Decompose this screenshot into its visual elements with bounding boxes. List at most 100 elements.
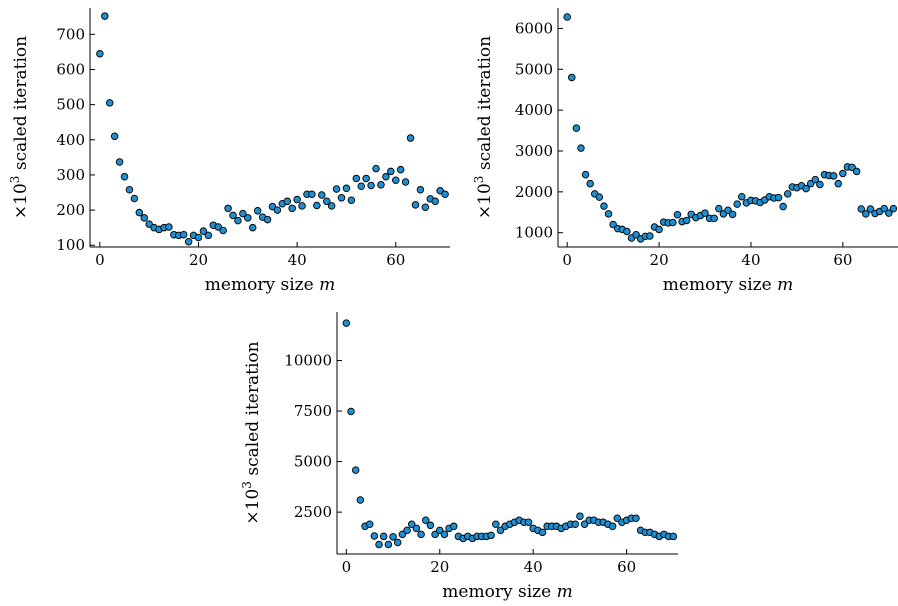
x-axis-label: memory size m (205, 275, 335, 295)
data-point (367, 181, 375, 190)
data-point (710, 214, 718, 223)
data-point (600, 202, 608, 210)
data-point (401, 178, 410, 186)
data-point (774, 193, 783, 202)
data-point (322, 197, 331, 206)
data-point (576, 512, 584, 520)
data-point (407, 520, 416, 529)
data-point (347, 407, 355, 416)
y-tick-label: 10000 (284, 352, 332, 370)
data-point (857, 205, 865, 213)
data-point (351, 466, 360, 474)
data-point (384, 540, 393, 549)
y-axis-label: ×103 scaled iteration (8, 36, 31, 219)
data-point (145, 220, 153, 228)
data-point (318, 191, 326, 199)
data-point (342, 184, 351, 193)
data-point (632, 514, 640, 522)
data-point (214, 223, 222, 231)
x-tick-label: 60 (386, 251, 405, 269)
data-point (839, 169, 847, 178)
data-point (609, 220, 617, 229)
data-point (204, 231, 213, 240)
data-point (608, 522, 617, 531)
data-point (337, 194, 346, 202)
data-point (862, 210, 870, 218)
data-point (669, 532, 678, 541)
data-point (834, 179, 843, 188)
y-axis-label: ×103 scaled iteration (240, 341, 263, 524)
x-tick-label: 40 (524, 558, 543, 576)
data-point (655, 225, 663, 234)
data-point (806, 179, 815, 188)
data-point (701, 209, 709, 217)
data-point (115, 158, 124, 166)
data-point (613, 514, 622, 522)
data-point (811, 175, 820, 184)
data-point (440, 530, 449, 539)
data-point (165, 223, 173, 231)
data-point (738, 192, 746, 201)
scatter-panel-top-right: 0 20 40 60 1000 2000 3000 4000 5000 6000 memory si… (472, 8, 898, 295)
data-point (96, 49, 104, 58)
y-tick-label: 6000 (515, 19, 553, 37)
data-point (572, 124, 581, 132)
data-point (101, 12, 109, 20)
data-point (595, 193, 604, 201)
y-tick-label: 500 (56, 96, 85, 114)
data-point (244, 214, 252, 222)
data-point (816, 180, 824, 189)
data-point (783, 190, 792, 198)
data-point (392, 176, 400, 184)
data-point (577, 144, 585, 152)
data-point (880, 204, 888, 213)
x-axis-label: memory size m (663, 275, 793, 295)
data-point (140, 214, 148, 222)
x-tick-label: 0 (562, 251, 572, 269)
data-point (728, 210, 737, 219)
data-point (377, 181, 385, 189)
y-tick-label: 100 (56, 236, 85, 254)
y-tick-label: 2000 (515, 183, 553, 201)
data-point (372, 164, 380, 173)
data-point (715, 204, 723, 213)
data-point (580, 520, 589, 529)
data-point (673, 210, 682, 219)
data-point (802, 184, 810, 193)
data-point (387, 167, 395, 176)
data-point (273, 206, 282, 214)
data-point (382, 172, 390, 181)
data-point (184, 237, 193, 246)
data-point (347, 196, 356, 205)
data-point (375, 540, 383, 549)
data-point (829, 172, 838, 180)
data-point (866, 205, 875, 213)
data-point (253, 207, 262, 215)
data-point (365, 520, 374, 529)
data-point (110, 132, 119, 141)
y-axis-label: ×103 scaled iteration (472, 36, 495, 219)
data-point (342, 319, 351, 327)
data-point (581, 170, 590, 179)
data-point (389, 533, 397, 541)
data-point (288, 204, 296, 213)
x-tick-label: 20 (650, 251, 669, 269)
data-point (224, 204, 232, 213)
y-tick-label: 600 (56, 61, 85, 79)
data-point (412, 524, 421, 533)
data-point (283, 197, 292, 206)
x-tick-label: 40 (288, 251, 307, 269)
y-tick-label: 4000 (515, 101, 553, 119)
data-point (393, 538, 402, 547)
data-point (135, 208, 144, 217)
data-point (313, 201, 321, 210)
data-point (733, 200, 741, 208)
data-point (219, 226, 227, 235)
y-tick-label: 200 (56, 201, 85, 219)
y-tick-label: 3000 (515, 142, 553, 160)
y-tick-label: 700 (56, 25, 85, 43)
data-point (229, 211, 237, 220)
data-point (357, 182, 365, 190)
data-point (411, 201, 420, 209)
data-point (417, 530, 425, 539)
